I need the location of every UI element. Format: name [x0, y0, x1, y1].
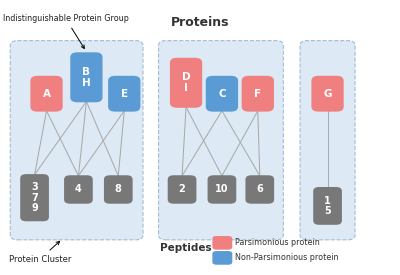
Text: E: E	[121, 89, 128, 99]
FancyBboxPatch shape	[246, 175, 274, 204]
FancyBboxPatch shape	[312, 76, 344, 112]
FancyBboxPatch shape	[20, 174, 49, 221]
FancyBboxPatch shape	[168, 175, 196, 204]
FancyBboxPatch shape	[70, 52, 102, 102]
FancyBboxPatch shape	[206, 76, 238, 112]
Text: 10: 10	[215, 185, 229, 194]
Text: D
I: D I	[182, 72, 190, 93]
Text: 3
7
9: 3 7 9	[31, 182, 38, 213]
Text: 6: 6	[256, 185, 263, 194]
FancyBboxPatch shape	[30, 76, 63, 112]
Text: 2: 2	[179, 185, 186, 194]
Text: Protein Cluster: Protein Cluster	[9, 241, 71, 264]
Text: G: G	[323, 89, 332, 99]
Text: 4: 4	[75, 185, 82, 194]
FancyBboxPatch shape	[170, 58, 202, 108]
Text: Proteins: Proteins	[171, 16, 229, 29]
Text: Parsimonious protein: Parsimonious protein	[236, 238, 320, 247]
Text: A: A	[42, 89, 50, 99]
FancyBboxPatch shape	[242, 76, 274, 112]
Text: Non-Parsimonious protein: Non-Parsimonious protein	[236, 253, 339, 262]
Text: Peptides: Peptides	[160, 243, 212, 253]
FancyBboxPatch shape	[208, 175, 236, 204]
Text: F: F	[254, 89, 261, 99]
Text: Indistinguishable Protein Group: Indistinguishable Protein Group	[3, 14, 128, 48]
FancyBboxPatch shape	[108, 76, 140, 112]
FancyBboxPatch shape	[64, 175, 93, 204]
FancyBboxPatch shape	[10, 41, 143, 240]
FancyBboxPatch shape	[313, 187, 342, 225]
FancyBboxPatch shape	[212, 251, 232, 265]
FancyBboxPatch shape	[158, 41, 283, 240]
Text: C: C	[218, 89, 226, 99]
FancyBboxPatch shape	[300, 41, 355, 240]
Text: B
H: B H	[82, 67, 91, 88]
FancyBboxPatch shape	[212, 236, 232, 250]
Text: 8: 8	[115, 185, 122, 194]
FancyBboxPatch shape	[104, 175, 133, 204]
Text: 1
5: 1 5	[324, 196, 331, 216]
